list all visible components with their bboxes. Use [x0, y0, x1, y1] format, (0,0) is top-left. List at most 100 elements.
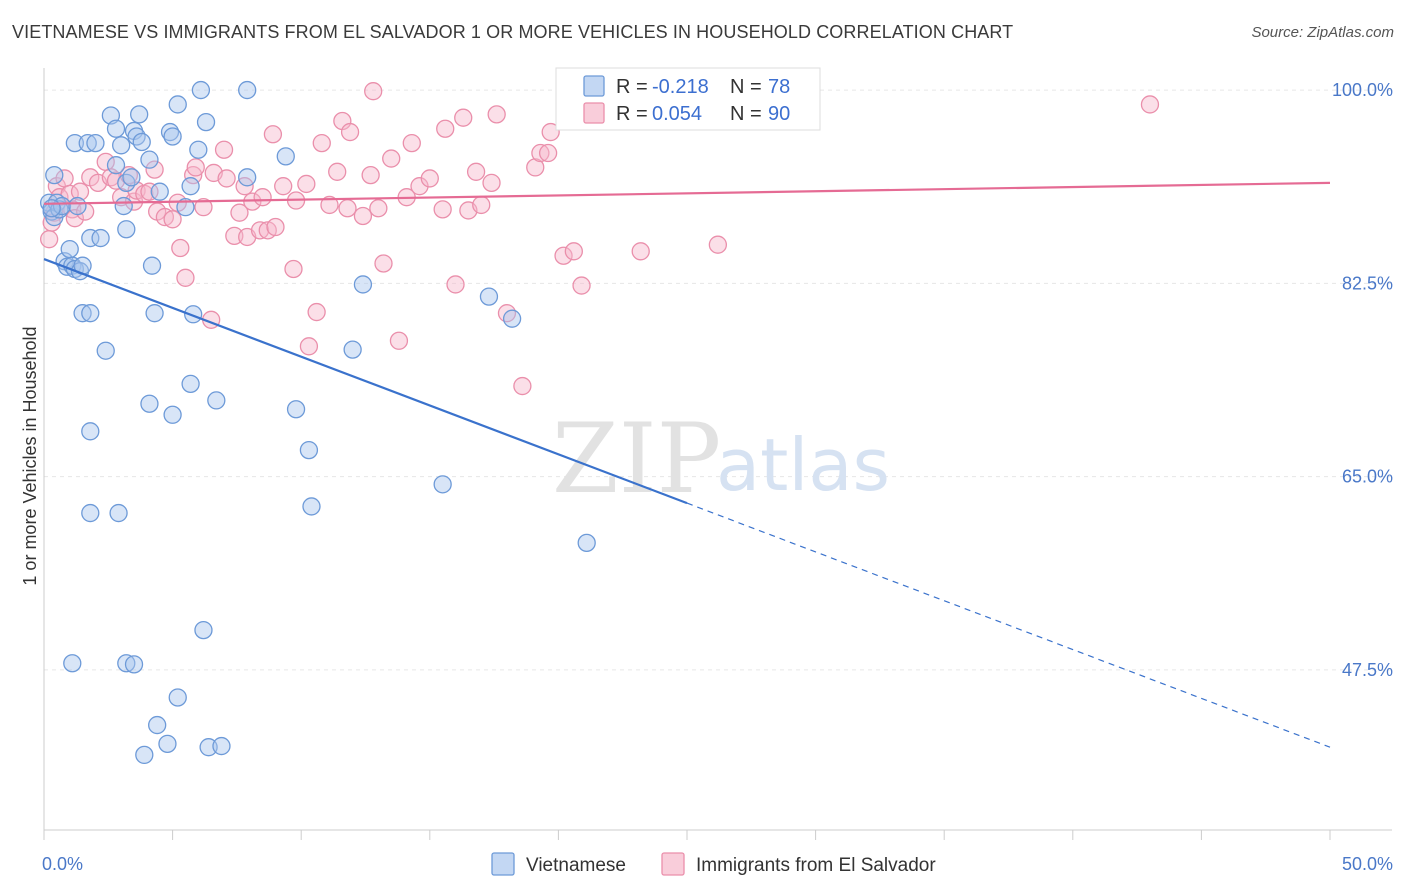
legend-swatch-el-salvador: [583, 102, 605, 124]
point-el-salvador-50: [307, 302, 326, 322]
point-el-salvador-59: [364, 82, 383, 101]
point-vietnamese-33: [132, 132, 151, 152]
point-vietnamese-55: [302, 497, 321, 516]
point-el-salvador-68: [433, 200, 452, 219]
point-vietnamese-22: [96, 341, 115, 360]
legend-r-value-2: 0.054: [652, 103, 702, 125]
axes: [43, 68, 1392, 840]
point-vietnamese-51: [238, 168, 257, 187]
legend-r-label-2: R =: [616, 103, 648, 125]
point-vietnamese-25: [106, 156, 126, 175]
legend-n-value-2: 90: [768, 103, 790, 125]
point-vietnamese-74: [135, 745, 154, 765]
point-vietnamese-29: [117, 220, 136, 239]
point-el-salvador-45: [274, 177, 293, 196]
point-vietnamese-30: [122, 168, 141, 187]
point-vietnamese-17: [86, 133, 105, 153]
legend-series-swatch-vietnamese: [491, 852, 515, 876]
point-vietnamese-56: [353, 275, 373, 294]
point-el-salvador-33: [214, 140, 234, 159]
point-vietnamese-19: [81, 304, 100, 323]
point-el-salvador-87: [708, 235, 728, 254]
point-el-salvador-20: [140, 182, 159, 201]
point-el-salvador-76: [487, 105, 506, 124]
point-vietnamese-59: [479, 287, 499, 306]
point-vietnamese-28: [117, 173, 136, 193]
point-el-salvador-56: [340, 122, 360, 142]
point-vietnamese-44: [181, 374, 200, 393]
point-vietnamese-12: [68, 196, 87, 216]
y-tick-label-2: 82.5%: [1342, 273, 1393, 293]
legend-stats: R = -0.218 N = 78 R = 0.054 N = 90: [555, 67, 821, 131]
point-el-salvador-70: [446, 275, 465, 294]
y-axis-label: 1 or more Vehicles in Household: [20, 326, 40, 585]
legend-n-label-2: N =: [730, 103, 762, 125]
point-vietnamese-9: [60, 239, 79, 259]
legend-n-value-1: 78: [768, 76, 790, 98]
watermark-zip: ZIP: [552, 403, 721, 515]
point-el-salvador-86: [631, 242, 650, 261]
point-el-salvador-53: [328, 162, 347, 181]
watermark: ZIP atlas: [552, 403, 890, 515]
point-vietnamese-76: [212, 736, 231, 756]
y-tick-label-1: 65.0%: [1342, 467, 1393, 487]
point-el-salvador-35: [225, 226, 244, 246]
point-el-salvador-85: [572, 276, 591, 295]
series-el-salvador-points: [39, 82, 1160, 396]
point-el-salvador-26: [171, 238, 190, 258]
point-el-salvador-74: [472, 195, 491, 215]
point-el-salvador-88: [1140, 95, 1160, 114]
point-vietnamese-32: [127, 127, 146, 146]
point-vietnamese-38: [150, 182, 169, 201]
point-el-salvador-24: [163, 210, 182, 229]
legend-series-label-vietnamese: Vietnamese: [526, 855, 626, 876]
point-vietnamese-49: [207, 391, 226, 410]
point-el-salvador-51: [312, 133, 331, 153]
point-el-salvador-60: [369, 199, 388, 218]
point-vietnamese-67: [63, 654, 82, 673]
point-vietnamese-5: [45, 165, 64, 185]
point-el-salvador-46: [284, 259, 303, 279]
grid-lines: [44, 89, 1392, 671]
point-el-salvador-65: [402, 133, 421, 153]
legend-r-label-1: R =: [616, 76, 648, 98]
point-vietnamese-70: [194, 620, 213, 640]
point-vietnamese-4: [50, 200, 69, 219]
y-tick-labels: 47.5% 65.0% 82.5% 100.0%: [1332, 80, 1393, 680]
trend-lines: [43, 181, 1331, 748]
point-vietnamese-64: [109, 503, 128, 523]
point-el-salvador-0: [39, 230, 59, 249]
point-vietnamese-66: [163, 405, 182, 424]
point-vietnamese-20: [81, 228, 100, 248]
legend-swatch-vietnamese: [583, 75, 605, 97]
point-el-salvador-34: [217, 169, 236, 188]
x-tick-label-1: 50.0%: [1342, 854, 1393, 874]
point-vietnamese-69: [124, 655, 144, 674]
point-vietnamese-16: [78, 133, 97, 153]
point-vietnamese-35: [140, 150, 159, 169]
legend-series: Vietnamese Immigrants from El Salvador: [491, 852, 936, 876]
point-el-salvador-80: [531, 143, 550, 163]
point-vietnamese-77: [42, 199, 61, 218]
legend-series-swatch-el-salvador: [661, 852, 685, 876]
point-el-salvador-8: [70, 182, 90, 201]
point-el-salvador-29: [186, 158, 205, 177]
point-vietnamese-40: [163, 127, 182, 146]
point-vietnamese-41: [168, 95, 187, 114]
point-vietnamese-18: [73, 304, 92, 323]
point-vietnamese-75: [199, 738, 218, 757]
point-el-salvador-73: [466, 162, 486, 181]
point-el-salvador-81: [538, 143, 558, 163]
point-el-salvador-30: [194, 197, 213, 217]
point-vietnamese-72: [148, 715, 167, 735]
point-el-salvador-78: [513, 376, 532, 396]
point-vietnamese-43: [181, 177, 200, 196]
point-el-salvador-75: [482, 173, 501, 193]
point-vietnamese-42: [176, 197, 195, 217]
point-vietnamese-37: [145, 304, 164, 323]
point-vietnamese-24: [106, 119, 126, 138]
point-el-salvador-21: [145, 160, 164, 179]
point-vietnamese-46: [189, 140, 208, 159]
point-vietnamese-68: [117, 654, 136, 673]
